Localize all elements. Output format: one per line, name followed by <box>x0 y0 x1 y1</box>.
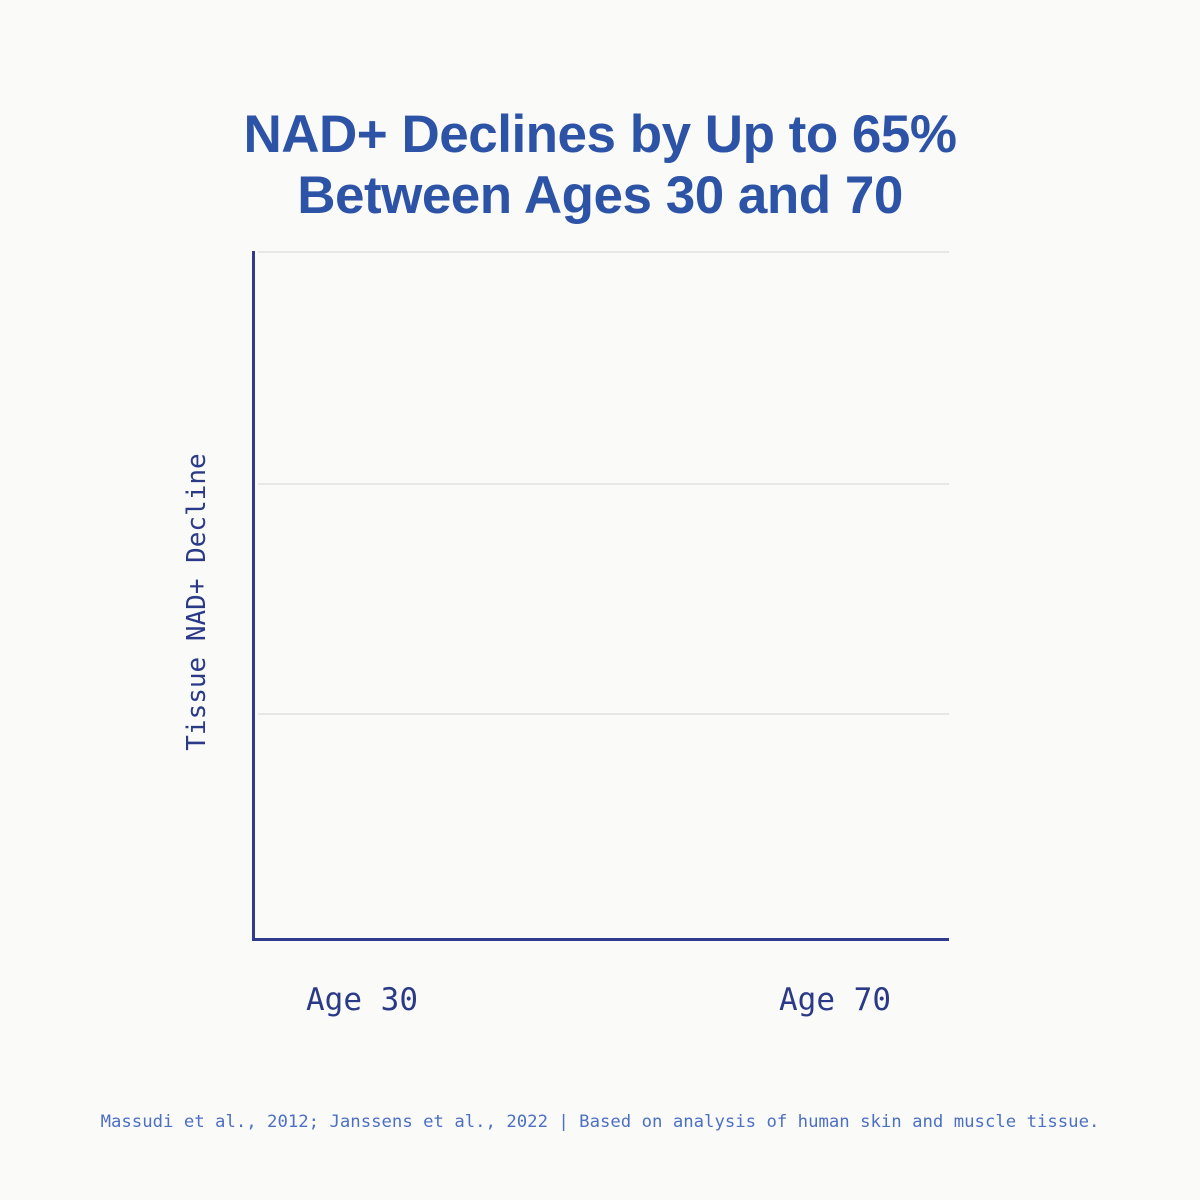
gridline-top <box>258 251 949 253</box>
plot-area <box>252 251 949 941</box>
chart-title-line2: Between Ages 30 and 70 <box>297 166 903 225</box>
y-axis-label: Tissue NAD+ Decline <box>182 453 212 751</box>
x-tick-label-age-30: Age 30 <box>306 982 418 1018</box>
x-tick-label-age-70: Age 70 <box>779 982 891 1018</box>
chart-title: NAD+ Declines by Up to 65% Between Ages … <box>0 104 1200 226</box>
gridline-bottom <box>258 713 949 715</box>
gridline-middle <box>258 483 949 485</box>
chart-title-line1: NAD+ Declines by Up to 65% <box>243 105 957 164</box>
footer-citation: Massudi et al., 2012; Janssens et al., 2… <box>100 1112 1100 1132</box>
